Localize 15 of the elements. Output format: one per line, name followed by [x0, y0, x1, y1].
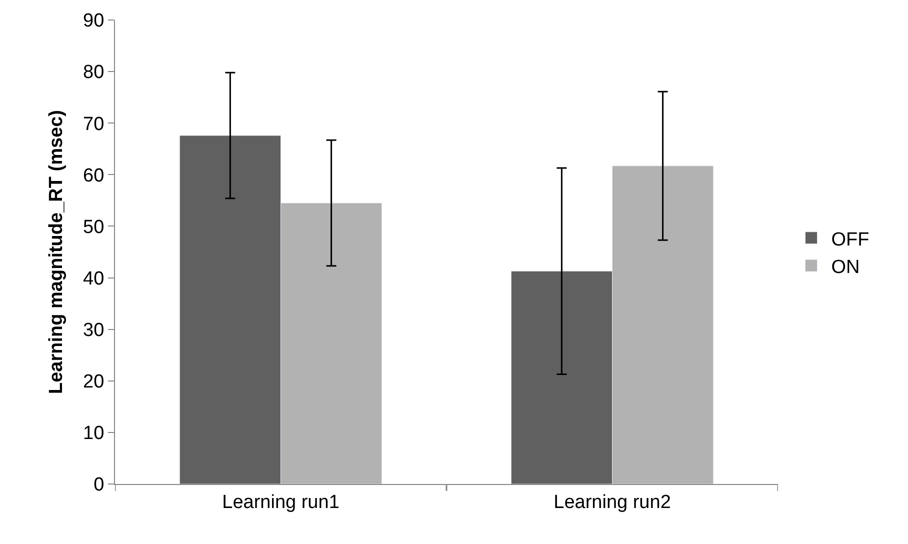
y-tick-label: 20 [83, 372, 104, 393]
y-tick-label: 30 [83, 320, 104, 341]
legend-label: OFF [831, 229, 870, 250]
y-tick-label: 70 [83, 114, 104, 135]
y-tick-label: 0 [94, 474, 104, 496]
y-tick-label: 40 [83, 268, 104, 290]
x-tick-label: Learning run1 [222, 492, 340, 513]
y-axis-title: Learning magnitude_RT (msec) [46, 110, 67, 394]
y-tick-label: 90 [83, 10, 104, 32]
legend-label: ON [831, 256, 860, 278]
x-tick-label: Learning run2 [554, 492, 671, 513]
y-tick-label: 80 [83, 62, 104, 84]
y-tick-label: 10 [83, 423, 104, 444]
y-tick-label: 60 [83, 165, 104, 186]
y-tick-label: 50 [83, 216, 104, 238]
